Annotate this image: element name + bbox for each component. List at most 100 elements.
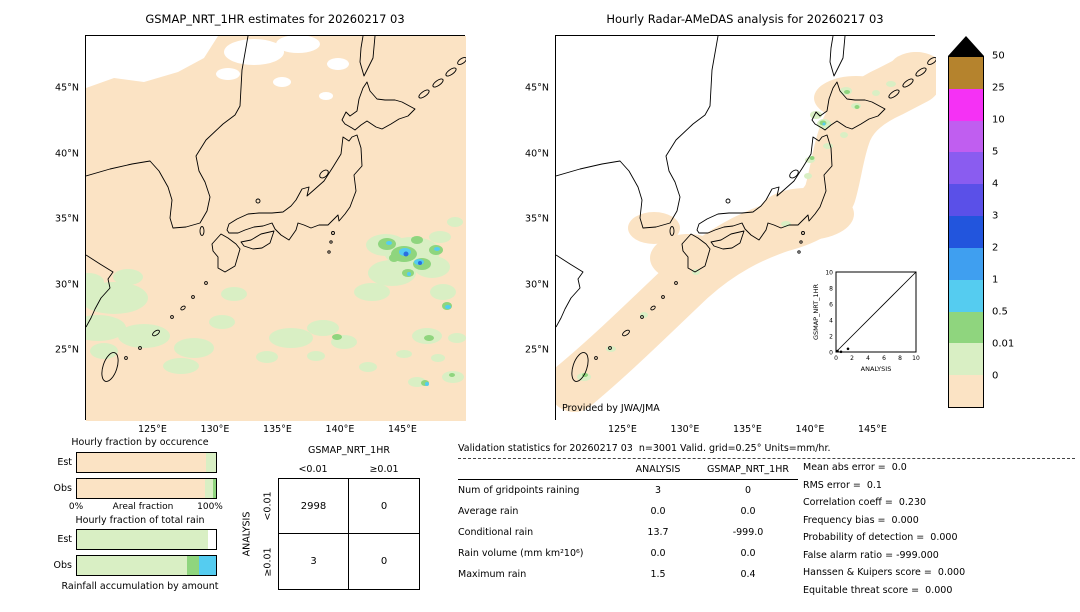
stats-value-gsmap-1: 0.0 [740,506,756,517]
colorbar-overflow-triangle [948,36,984,56]
bar-occ-obs-segment-1 [204,479,214,498]
colorbar-segment-3 [949,216,983,248]
bar-occ-est-segment-0 [77,453,207,472]
left-map-rain-light [86,217,466,387]
colorbar-label-10: 10 [992,114,1005,126]
inset-x-tick-1: 2 [850,355,854,362]
contingency-cell-1: 0 [349,479,419,534]
left-map-lat-label-4: 25°N [55,344,79,356]
colorbar-segment-50 [949,57,983,89]
colorbar-segment-4 [949,184,983,217]
occurrence-obs-bar [76,478,217,499]
colorbar-label-2: 2 [992,242,999,254]
colorbar-label-0.01: 0.01 [992,338,1015,350]
right-map-lat-label-2: 35°N [525,213,549,225]
inset-y-tick-5: 10 [825,270,833,277]
colorbar-segment-1 [949,279,983,312]
stats-value-gsmap-0: 0 [744,485,752,496]
stats-row-label-0: Num of gridpoints raining [458,485,580,496]
inset-x-tick-5: 10 [912,355,920,362]
total-est-label: Est [57,534,72,545]
stats-value-gsmap-4: 0.4 [740,569,756,580]
bar-tot-est-segment-1 [207,530,216,549]
left-map-lat-label-1: 40°N [55,148,79,159]
contingency-title: GSMAP_NRT_1HR [308,445,390,456]
occurrence-obs-label: Obs [53,483,72,494]
stats-row-label-4: Maximum rain [458,569,527,580]
contingency-row-label-0: <0.01 [262,491,274,521]
stats-row-label-3: Rain volume (mm km²10⁶) [458,548,584,559]
inset-y-tick-0: 0 [829,350,833,357]
inset-x-tick-0: 0 [834,355,838,362]
diagonal-line [835,271,917,353]
left-map-rain-intense [403,251,422,265]
areal-fraction-label: Areal fraction [112,502,174,512]
inset-y-tick-1: 2 [829,334,833,341]
colorbar-segment-0.01 [949,343,983,376]
score-probability-of-detection: Probability of detection = 0.000 [803,532,958,543]
areal-fraction-100: 100% [197,502,223,512]
colorbar [948,56,984,408]
inset-x-tick-4: 8 [898,355,902,362]
contingency-cell-3: 0 [380,556,388,567]
right-map-radar-coverage [556,52,936,412]
inset-scatter-svg: 0 2 4 6 8 10 0 2 4 6 8 10 GSMAP_NRT_1HR … [812,270,920,374]
right-map-title: Hourly Radar-AMeDAS analysis for 2026021… [606,12,884,26]
bar-occ-obs-segment-0 [77,479,205,498]
colorbar-label-0.5: 0.5 [992,306,1008,318]
contingency-row-axis: ANALYSIS [241,511,253,557]
left-map-lat-label-2: 35°N [55,213,79,225]
right-map-lat-label-1: 40°N [525,148,549,159]
inset-scatter: 0 2 4 6 8 10 0 2 4 6 8 10 GSMAP_NRT_1HR … [808,266,923,378]
total-rain-chart-title: Hourly fraction of total rain [75,515,205,526]
contingency-row-label-1: ≥0.01 [262,547,274,577]
colorbar-label-5: 5 [992,146,999,158]
stats-value-analysis-3: 0.0 [650,548,666,559]
colorbar-label-1: 1 [992,274,999,286]
bar-tot-obs-segment-2 [199,556,216,575]
right-map-lat-label-0: 45°N [525,82,549,94]
contingency-col-label-0: <0.01 [298,464,328,475]
stats-col-gsmap: GSMAP_NRT_1HR [707,464,789,475]
credit-text: Provided by JWA/JMA [562,403,660,414]
right-map-lat-label-4: 25°N [525,344,549,356]
left-map-missing-data [86,36,349,100]
inset-x-tick-3: 6 [882,355,886,362]
total-obs-bar [76,555,217,576]
right-map-lon-label-1: 130°E [670,424,700,435]
stats-value-gsmap-2: -999.0 [732,527,764,538]
areal-fraction-0: 0% [68,502,84,512]
right-map-rain-moderate [582,90,860,377]
score-hanssen-kuipers: Hanssen & Kuipers score = 0.000 [803,567,966,578]
colorbar-segment-25 [949,88,983,121]
right-map-lat-label-3: 30°N [525,279,549,290]
bar-tot-est-segment-0 [77,530,208,549]
score-mean-abs-error: Mean abs error = 0.0 [803,462,907,473]
colorbar-segment-10 [949,120,983,153]
right-map-rain-heavy [822,122,826,126]
right-map-lon-label-4: 145°E [858,424,887,435]
left-map-lon-label-1: 130°E [200,424,230,435]
left-map-lat-label-3: 30°N [55,279,79,290]
inset-xlabel: ANALYSIS [861,365,892,373]
stats-value-analysis-4: 1.5 [650,569,666,580]
right-map: Provided by JWA/JMA 0 2 4 6 8 10 0 2 4 6… [555,35,936,421]
colorbar-segment-0.5 [949,311,983,344]
colorbar-label-50: 50 [992,50,1005,62]
contingency-cell-0: 2998 [279,479,349,534]
total-est-bar [76,529,217,550]
accumulation-axis-label: Rainfall accumulation by amount [61,581,219,592]
inset-y-tick-2: 4 [829,318,833,325]
inset-data-points [836,347,850,354]
stats-value-analysis-1: 0.0 [650,506,666,517]
bar-occ-obs-segment-2 [213,479,216,498]
stats-value-analysis-0: 3 [654,485,662,496]
total-obs-label: Obs [53,560,72,571]
stats-col-analysis: ANALYSIS [635,464,681,475]
left-map-lon-label-2: 135°E [263,424,292,435]
colorbar-segment-2 [949,247,983,280]
left-map [85,35,466,421]
left-map-lon-label-3: 140°E [325,424,355,435]
stats-header-underline [458,479,798,480]
